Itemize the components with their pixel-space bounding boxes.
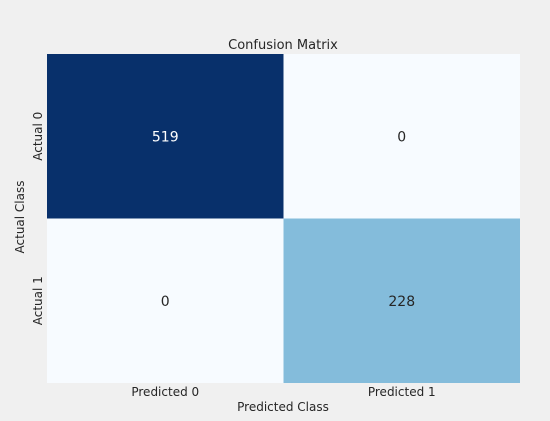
y-tick-labels: Actual 0 Actual 1 bbox=[31, 112, 45, 326]
y-axis-label: Actual Class bbox=[13, 181, 27, 254]
y-tick-label: Actual 1 bbox=[31, 276, 45, 325]
heatmap-cell bbox=[47, 54, 284, 219]
cell-value-label: 228 bbox=[388, 294, 415, 310]
x-tick-labels: Predicted 0 Predicted 1 bbox=[131, 385, 435, 399]
cell-value-label: 519 bbox=[152, 129, 179, 145]
chart-title: Confusion Matrix bbox=[228, 38, 338, 53]
heatmap-cells: 519 0 0 228 bbox=[47, 54, 520, 383]
cell-value-label: 0 bbox=[161, 294, 170, 310]
x-axis-label: Predicted Class bbox=[237, 400, 329, 414]
heatmap-cell bbox=[283, 54, 520, 219]
heatmap-cell bbox=[47, 218, 284, 383]
x-tick-label: Predicted 1 bbox=[368, 385, 436, 399]
x-tick-label: Predicted 0 bbox=[131, 385, 199, 399]
heatmap-cell bbox=[283, 218, 520, 383]
cell-value-label: 0 bbox=[397, 129, 406, 145]
y-tick-label: Actual 0 bbox=[31, 112, 45, 161]
